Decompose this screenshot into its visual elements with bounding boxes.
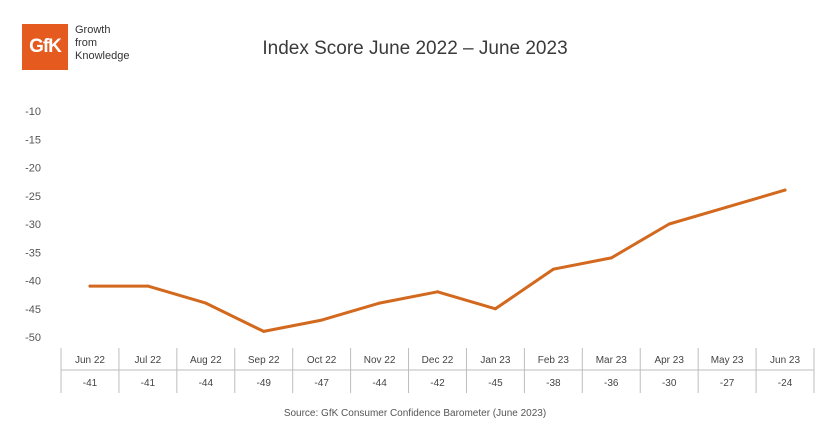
data-point [725,205,729,209]
data-label: -45 [488,378,503,389]
data-point [609,256,613,260]
data-label: -44 [199,378,214,389]
x-tick-label: May 23 [711,355,744,366]
data-point [783,188,787,192]
y-tick-label: -40 [25,276,41,288]
x-tick-label: Jan 23 [480,355,510,366]
data-point [378,301,382,305]
x-tick-label: Sep 22 [248,355,280,366]
y-tick-label: -35 [25,247,41,259]
data-label: -36 [604,378,619,389]
y-tick-label: -30 [25,219,41,231]
x-tick-label: Jun 22 [75,355,105,366]
y-axis: -10 -15 -20 -25 -30 -35 -40 -45 -50 [25,106,41,344]
data-label: -30 [662,378,677,389]
x-tick-label: Nov 22 [364,355,396,366]
data-point [493,307,497,311]
x-tick-label: Jun 23 [770,355,800,366]
logo-tagline-line: from [75,37,97,49]
data-label: -42 [430,378,445,389]
y-tick-label: -45 [25,304,41,316]
gfk-logo: GfK Growth from Knowledge [22,24,129,70]
x-tick-label: Dec 22 [422,355,454,366]
series-line [88,188,787,333]
x-tick-label: Apr 23 [654,355,684,366]
y-tick-label: -25 [25,191,41,203]
source-note: Source: GfK Consumer Confidence Baromete… [284,408,546,419]
series-layer [88,188,787,333]
data-label: -44 [372,378,387,389]
logo-tagline-line: Growth [75,24,111,36]
logo-tagline: Growth from Knowledge [75,24,129,63]
data-label: -38 [546,378,561,389]
logo-tagline-line: Knowledge [75,50,130,62]
data-point [667,222,671,226]
data-point [436,290,439,294]
data-label: -41 [83,378,98,389]
data-point [88,284,92,288]
data-label: -49 [257,378,272,389]
data-label: -24 [778,378,793,389]
x-tick-label: Mar 23 [596,355,628,366]
data-label: -41 [141,378,156,389]
data-point [551,267,555,271]
logo-mark: GfK [22,24,68,70]
data-point [204,301,208,305]
category-table: Jun 22 -41 Jul 22 -41 Aug 22 -44 Sep 22 -49 Oct … [60,348,815,393]
x-tick-label: Jul 22 [135,355,162,366]
data-point [146,284,150,288]
y-tick-label: -50 [25,332,41,344]
x-tick-label: Oct 22 [307,355,337,366]
chart-title: Index Score June 2022 – June 2023 [262,38,567,59]
data-label: -27 [720,378,735,389]
y-tick-label: -10 [25,106,41,118]
x-tick-label: Aug 22 [190,355,222,366]
y-tick-label: -20 [25,163,41,175]
data-point [320,318,324,322]
x-tick-label: Feb 23 [538,355,570,366]
data-label: -47 [314,378,329,389]
y-tick-label: -15 [25,134,41,146]
data-point [262,329,266,333]
